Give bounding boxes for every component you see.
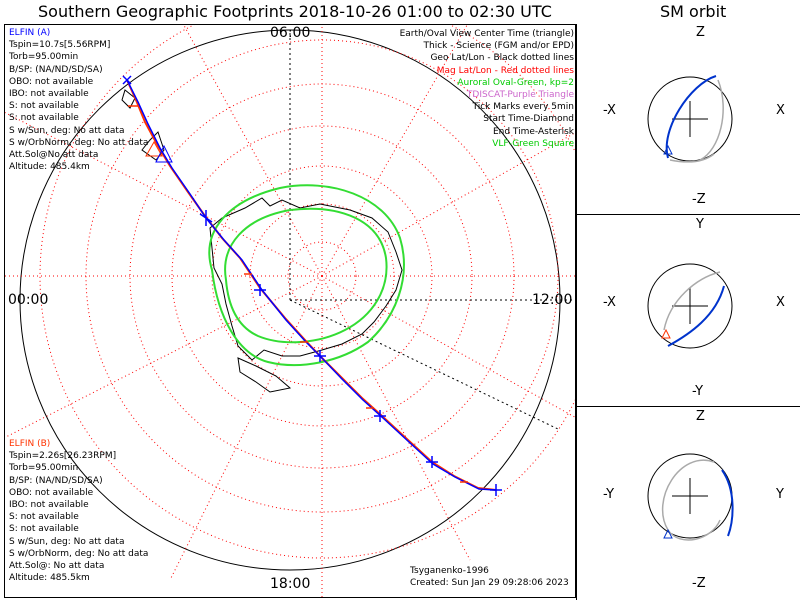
legend-item: End Time-Asterisk	[492, 126, 574, 137]
probe-b-line: S w/OrbNorm, deg: No att data	[9, 548, 149, 559]
orbit-3-top-label: Z	[696, 409, 705, 424]
orbit-panel-2	[647, 263, 733, 349]
auroral-oval-inner	[224, 207, 388, 344]
footprint-track-a	[126, 79, 497, 491]
geo-lon-lines	[289, 30, 575, 431]
orbit-2-top-label: Y	[696, 217, 704, 232]
track-ticks-b	[128, 105, 468, 483]
panel-divider-2	[576, 406, 800, 407]
legend-item: VLF-Green Square	[492, 138, 574, 149]
orbit-1-right-label: X	[776, 103, 785, 118]
probe-a-line: Att.Sol@No att data	[9, 150, 99, 161]
probe-a-name: ELFIN (A)	[9, 28, 51, 38]
legend-item: Auroral Oval-Green, kp=2	[457, 77, 574, 88]
probe-a-line: OBO: not available	[9, 76, 94, 87]
probe-b-line: B/SP: (NA/ND/SD/SA)	[9, 475, 103, 486]
panel-divider-1	[576, 214, 800, 215]
legend-item: Tick Marks every 5min	[472, 102, 574, 113]
orbit-1-bottom-label: -Z	[692, 192, 706, 207]
probe-a-line: Tspin=10.7s[5.56RPM]	[9, 40, 111, 51]
probe-b-line: S w/Sun, deg: No att data	[9, 536, 125, 547]
panel-divider-vertical	[576, 24, 577, 600]
probe-b-line: Att.Sol@: No att data	[9, 561, 105, 572]
probe-a-line: S w/OrbNorm, deg: No att data	[9, 137, 149, 148]
map-legend: Earth/Oval View Center Time (triangle) T…	[400, 28, 574, 150]
time-label-left: 00:00	[8, 292, 49, 308]
model-label: Tsyganenko-1996	[410, 566, 489, 576]
probe-a-info: ELFIN (A) Tspin=10.7s[5.56RPM] Torb=95.0…	[9, 27, 148, 173]
probe-b-line: OBO: not available	[9, 487, 94, 498]
probe-b-line: S: not available	[9, 512, 79, 523]
view-center-triangle-b	[145, 140, 163, 157]
coastline-antarctica	[209, 197, 403, 361]
coastline-island-2	[121, 89, 136, 109]
probe-b-line: S: not available	[9, 524, 79, 535]
time-label-top: 06:00	[270, 25, 311, 41]
track-ticks-a	[122, 75, 502, 496]
legend-item: Mag Lat/Lon - Red dotted lines	[436, 65, 574, 76]
orbit-3-left-label: -Y	[603, 487, 615, 502]
orbit-1-top-label: Z	[696, 25, 705, 40]
orbit-1-left-label: -X	[603, 103, 616, 118]
probe-a-line: S: not available	[9, 113, 79, 124]
page-title: Southern Geographic Footprints 2018-10-2…	[38, 2, 552, 21]
orbit-2-left-label: -X	[603, 295, 616, 310]
time-label-right: 12:00	[532, 292, 573, 308]
view-center-triangle-a	[155, 144, 173, 163]
probe-b-line: Tspin=2.26s[26.23RPM]	[9, 451, 117, 462]
legend-item: Earth/Oval View Center Time (triangle)	[399, 29, 574, 39]
probe-a-line: S w/Sun, deg: No att data	[9, 125, 125, 136]
legend-item: Thick - Science (FGM and/or EPD)	[423, 41, 574, 52]
orbit-2-right-label: X	[776, 295, 785, 310]
legend-item: Geo Lat/Lon - Black dotted lines	[430, 53, 574, 64]
orbit-2-bottom-label: -Y	[692, 384, 704, 399]
orbit-panel-1	[647, 75, 733, 163]
legend-item: TDISCAT-Purple Triangle	[466, 90, 574, 101]
probe-a-line: Torb=95.00min	[9, 52, 79, 63]
orbit-3-bottom-label: -Z	[692, 576, 706, 591]
footprint-map-frame	[4, 24, 576, 598]
time-label-bottom: 18:00	[270, 576, 311, 592]
probe-b-line: Altitude: 485.5km	[9, 573, 90, 584]
orbit-panel-3	[647, 453, 734, 541]
probe-a-line: B/SP: (NA/ND/SD/SA)	[9, 64, 103, 75]
probe-b-line: IBO: not available	[9, 500, 89, 511]
probe-b-info: ELFIN (B) Tspin=2.26s[26.23RPM] Torb=95.…	[9, 438, 148, 584]
probe-a-line: S: not available	[9, 101, 79, 112]
orbit-3-right-label: Y	[776, 487, 784, 502]
probe-b-name: ELFIN (B)	[9, 439, 51, 449]
coastline-island	[141, 131, 165, 161]
probe-b-line: Torb=95.00min	[9, 463, 79, 474]
auroral-oval-outer	[208, 184, 405, 367]
probe-a-line: Altitude: 485.4km	[9, 162, 90, 173]
coastline-peninsula	[237, 357, 292, 393]
created-timestamp: Created: Sun Jan 29 09:28:06 2023	[410, 578, 569, 588]
probe-a-line: IBO: not available	[9, 89, 89, 100]
mag-lon-lines	[5, 25, 575, 597]
orbit-panel-title: SM orbit	[660, 2, 727, 21]
legend-item: Start Time-Diamond	[483, 114, 574, 125]
